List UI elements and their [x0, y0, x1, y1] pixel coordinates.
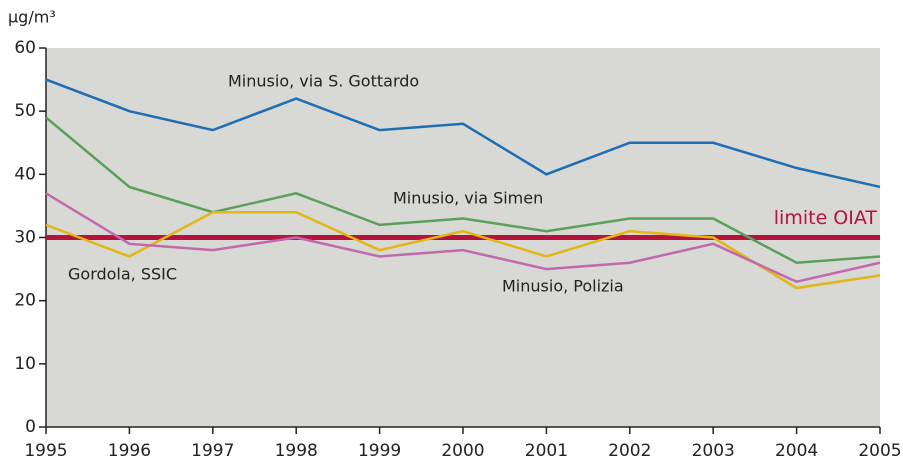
series-label: Minusio, via Simen [393, 189, 543, 208]
x-tick-label: 1996 [108, 441, 151, 461]
series-label: Gordola, SSIC [68, 265, 177, 284]
y-tick-label: 50 [14, 101, 36, 121]
x-tick-label: 2003 [692, 441, 735, 461]
x-tick-label: 2004 [775, 441, 818, 461]
x-tick-label: 2000 [441, 441, 484, 461]
series-line [45, 192, 881, 284]
y-tick-label: 10 [14, 354, 36, 374]
y-axis-label: µg/m³ [8, 8, 56, 27]
x-tick-label: 1997 [191, 441, 234, 461]
series-line [45, 116, 881, 265]
series-label: Minusio, via S. Gottardo [228, 72, 419, 91]
x-tick-label: 2002 [608, 441, 651, 461]
x-tick-label: 1998 [275, 441, 318, 461]
x-tick-label: 2001 [525, 441, 568, 461]
series-label: Minusio, Polizia [502, 277, 624, 296]
y-tick-label: 20 [14, 291, 36, 311]
series-line [45, 78, 881, 189]
y-tick-label: 60 [14, 38, 36, 58]
x-tick-label: 1999 [358, 441, 401, 461]
x-tick-label: 2005 [858, 441, 901, 461]
x-tick-label: 1995 [24, 441, 67, 461]
y-tick-label: 40 [14, 164, 36, 184]
series-line [45, 210, 881, 290]
limit-label: limite OIAT [774, 207, 878, 229]
y-tick-label: 0 [25, 417, 36, 437]
y-tick-label: 30 [14, 228, 36, 248]
